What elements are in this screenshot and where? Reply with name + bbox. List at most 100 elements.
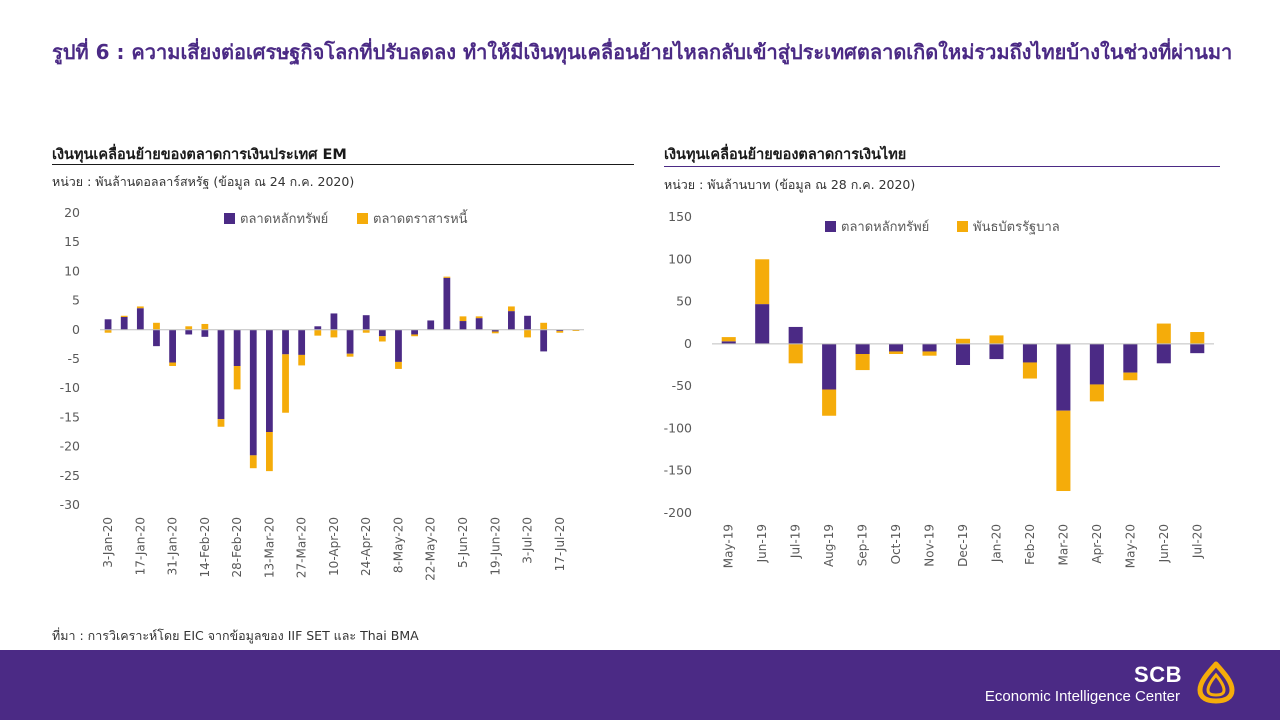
em-bar-series1 bbox=[378, 329, 386, 337]
brand-name: SCB bbox=[1134, 662, 1182, 687]
em-bar-series2 bbox=[475, 316, 483, 319]
em-bar-series1 bbox=[524, 315, 531, 330]
em-bar-series1 bbox=[362, 315, 370, 330]
unit-note-em: หน่วย : พันล้านดอลลาร์สหรัฐ (ข้อมูล ณ 24… bbox=[52, 174, 355, 189]
thai-bar-series2 bbox=[1056, 410, 1071, 492]
thai-legend-label-2: พันธบัตรรัฐบาล bbox=[973, 220, 1060, 235]
em-bar-series2 bbox=[508, 306, 515, 312]
page-title: รูปที่ 6 : ความเสี่ยงต่อเศรษฐกิจโลกที่ปร… bbox=[52, 40, 1233, 64]
em-bar-series1 bbox=[346, 329, 354, 354]
thai-bar-series2 bbox=[955, 338, 971, 344]
thai-bar-series1 bbox=[1123, 343, 1138, 373]
em-bar-series2 bbox=[185, 326, 193, 330]
em-bar-series2 bbox=[233, 366, 241, 390]
thai-bar-series1 bbox=[922, 343, 937, 352]
em-bar-series1 bbox=[233, 329, 241, 367]
em-bar-series2 bbox=[104, 329, 112, 333]
thai-ytick-label: 0 bbox=[684, 336, 692, 351]
em-bar-series1 bbox=[427, 320, 435, 330]
em-bar-series2 bbox=[217, 419, 225, 427]
thai-ytick-label: -200 bbox=[664, 505, 692, 520]
chart-thai: 150 100 50 0 -50 -100 -150 -200 May-19 Jun-19 Jul-… bbox=[664, 209, 1214, 568]
em-ytick-label: -5 bbox=[68, 351, 80, 366]
em-legend-swatch-1 bbox=[224, 213, 235, 224]
thai-bar-series1 bbox=[1190, 343, 1205, 354]
em-bar-series1 bbox=[314, 326, 322, 330]
thai-bar-series1 bbox=[989, 343, 1004, 360]
thai-bar-series2 bbox=[1022, 362, 1037, 379]
thai-xtick-label: Jul-19 bbox=[789, 524, 803, 559]
em-ytick-label: 15 bbox=[64, 234, 80, 249]
thai-xtick-label: Aug-19 bbox=[822, 524, 836, 567]
em-bar-series1 bbox=[508, 311, 515, 330]
thai-bar-series2 bbox=[822, 389, 837, 416]
em-bar-series2 bbox=[330, 329, 338, 338]
thai-bar-series1 bbox=[955, 343, 971, 365]
em-bar-series2 bbox=[153, 322, 160, 330]
em-bar-series2 bbox=[362, 329, 370, 333]
em-legend-label-1: ตลาดหลักทรัพย์ bbox=[240, 211, 328, 227]
em-bar-series1 bbox=[395, 329, 402, 362]
em-bar-series2 bbox=[314, 329, 322, 336]
thai-xtick-label: Jun-20 bbox=[1157, 524, 1171, 563]
thai-xtick-label: Oct-19 bbox=[889, 524, 903, 564]
em-ytick-label: 20 bbox=[64, 205, 80, 220]
em-xtick-label: 31-Jan-20 bbox=[166, 517, 180, 575]
thai-bar-series1 bbox=[788, 326, 803, 344]
em-xtick-label: 5-Jun-20 bbox=[456, 517, 470, 568]
thai-bar-series1 bbox=[855, 343, 870, 355]
em-xtick-label: 27-Mar-20 bbox=[295, 517, 309, 578]
em-bar-series1 bbox=[104, 319, 112, 330]
footer-band bbox=[0, 650, 1280, 720]
em-bar-series2 bbox=[459, 316, 467, 322]
thai-bar-series1 bbox=[1022, 343, 1037, 363]
em-bar-series1 bbox=[475, 318, 483, 330]
em-bar-series2 bbox=[540, 322, 548, 330]
em-ytick-label: 0 bbox=[72, 322, 80, 337]
thai-bar-series2 bbox=[788, 343, 803, 364]
thai-bar-series1 bbox=[1156, 343, 1171, 364]
thai-ytick-label: 50 bbox=[676, 294, 692, 309]
thai-legend-swatch-2 bbox=[957, 221, 968, 232]
em-ytick-label: -10 bbox=[60, 380, 80, 395]
chart-title-thai: เงินทุนเคลื่อนย้ายของตลาดการเงินไทย bbox=[664, 147, 907, 163]
em-ytick-label: -30 bbox=[60, 497, 80, 512]
em-xtick-label: 3-Jul-20 bbox=[521, 517, 535, 564]
em-bar-series1 bbox=[120, 316, 128, 330]
thai-bar-series2 bbox=[889, 351, 904, 355]
em-bar-series1 bbox=[330, 313, 338, 330]
em-bar-series1 bbox=[443, 277, 451, 330]
em-bar-series2 bbox=[524, 329, 531, 338]
unit-note-thai: หน่วย : พันล้านบาท (ข้อมูล ณ 28 ก.ค. 202… bbox=[664, 177, 916, 192]
em-bar-series2 bbox=[346, 353, 354, 357]
thai-legend-label-1: ตลาดหลักทรัพย์ bbox=[841, 219, 929, 235]
em-ytick-label: 5 bbox=[72, 293, 80, 308]
scb-logo-icon bbox=[1197, 661, 1235, 704]
thai-ytick-label: 100 bbox=[668, 251, 692, 266]
thai-bar-series1 bbox=[889, 343, 904, 352]
em-bar-series1 bbox=[491, 329, 499, 332]
em-bar-series2 bbox=[249, 455, 257, 469]
thai-bar-series2 bbox=[922, 351, 937, 356]
chart-em: 20 15 10 5 0 -5 -10 -15 -20 -25 -30 3-Jan-20 17-Jan-… bbox=[60, 205, 584, 581]
thai-bar-series2 bbox=[1156, 323, 1171, 344]
thai-xtick-label: Mar-20 bbox=[1056, 524, 1070, 565]
thai-bar-series1 bbox=[755, 304, 770, 344]
thai-bar-series2 bbox=[1190, 332, 1205, 344]
em-legend-swatch-2 bbox=[357, 213, 368, 224]
thai-bar-series2 bbox=[989, 335, 1004, 344]
em-xtick-label: 3-Jan-20 bbox=[101, 517, 115, 568]
em-ytick-label: -25 bbox=[60, 468, 80, 483]
em-bar-series2 bbox=[120, 315, 128, 317]
source-note: ที่มา : การวิเคราะห์โดย EIC จากข้อมูลของ… bbox=[52, 628, 419, 643]
em-bar-series2 bbox=[282, 354, 289, 413]
em-bar-series2 bbox=[378, 336, 386, 342]
em-bar-series2 bbox=[556, 330, 564, 333]
thai-ytick-label: 150 bbox=[668, 209, 692, 224]
em-bar-series2 bbox=[169, 362, 176, 367]
em-bar-series2 bbox=[443, 276, 451, 278]
em-xtick-label: 8-May-20 bbox=[391, 517, 405, 573]
thai-bar-series1 bbox=[1056, 343, 1071, 411]
em-ytick-label: -15 bbox=[60, 409, 80, 424]
em-xtick-label: 17-Jul-20 bbox=[553, 517, 567, 571]
